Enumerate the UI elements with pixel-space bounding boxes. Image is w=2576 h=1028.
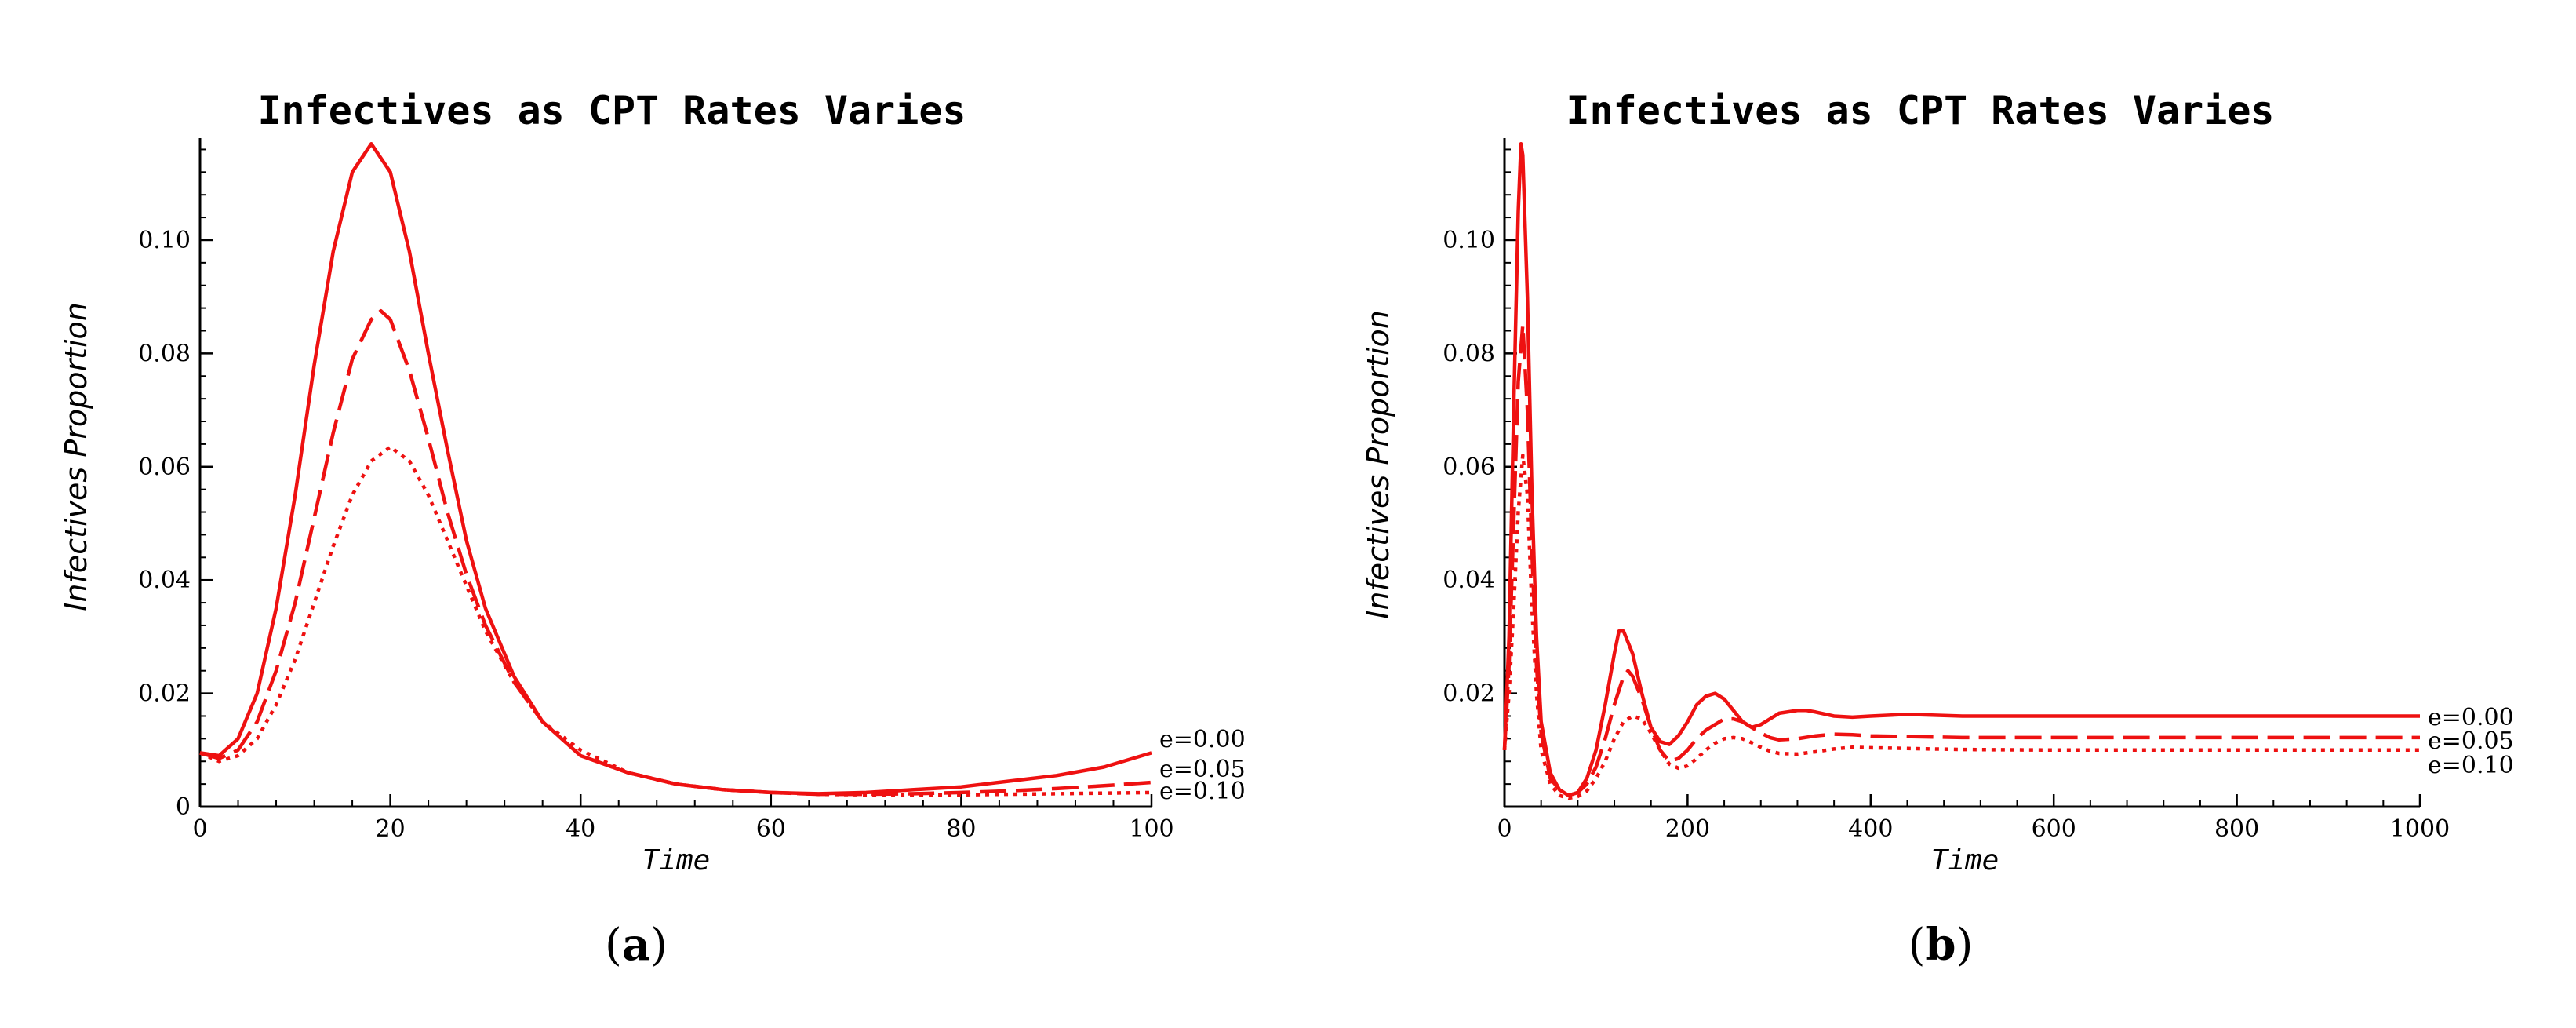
y-tick-label: 0.04	[138, 567, 191, 594]
legend-label: e=0.10	[1159, 778, 1246, 805]
chart-panel-b: Infectives as CPT Rates Varies Infective…	[1361, 88, 2514, 971]
x-tick-label: 1000	[2390, 815, 2450, 843]
series-line-e=0.05	[199, 308, 1152, 797]
x-tick-label: 40	[566, 815, 595, 843]
x-tick-label: 100	[1129, 815, 1173, 843]
panel-caption: (b)	[1908, 919, 1974, 971]
y-tick-label: 0.10	[1443, 227, 1495, 254]
legend-label: e=0.05	[1159, 756, 1246, 783]
x-tick-label: 0	[192, 815, 207, 843]
y-tick-label: 0.04	[1443, 567, 1495, 594]
series-line-e=0.00	[1502, 141, 2420, 797]
x-tick-label: 0	[1497, 815, 1512, 843]
series-group	[1502, 141, 2420, 800]
y-tick-label: 0.08	[1443, 340, 1495, 367]
y-axis-label: Infectives Proportion	[1361, 310, 1395, 619]
x-tick-label: 60	[756, 815, 786, 843]
y-axis-label: Infectives Proportion	[59, 302, 93, 611]
series-group	[199, 141, 1152, 797]
x-axis-label: Time	[642, 844, 711, 877]
legend-label: e=0.05	[2428, 727, 2514, 755]
x-tick-label: 400	[1848, 815, 1893, 843]
legend-label: e=0.00	[1159, 726, 1246, 753]
y-tick-label: 0.02	[1443, 680, 1495, 708]
series-line-e=0.10	[199, 445, 1152, 797]
x-tick-label: 800	[2214, 815, 2259, 843]
x-tick-label: 20	[376, 815, 406, 843]
x-axis-label: Time	[1931, 844, 1999, 877]
legend: e=0.00 e=0.05e=0.10	[1159, 726, 1246, 805]
series-line-e=0.00	[199, 141, 1152, 796]
legend: e=0.00e=0.05e=0.10	[2428, 704, 2514, 779]
chart-title: Infectives as CPT Rates Varies	[1566, 88, 2274, 133]
legend-label: e=0.00	[2428, 704, 2514, 731]
y-tick-label: 0	[176, 793, 191, 821]
y-tick-label: 0.06	[1443, 454, 1495, 481]
caption-letter: a	[622, 919, 650, 971]
y-tick-label: 0.08	[138, 340, 191, 367]
x-tick-label: 600	[2032, 815, 2076, 843]
series-line-e=0.05	[1502, 323, 2420, 797]
chart-panel-a: Infectives as CPT Rates Varies Infective…	[59, 88, 1246, 971]
legend-label: e=0.10	[2428, 752, 2514, 779]
y-tick-label: 0.06	[138, 454, 191, 481]
y-tick-label: 0.02	[138, 680, 191, 708]
y-tick-label: 0.10	[138, 227, 191, 254]
chart-title: Infectives as CPT Rates Varies	[257, 88, 966, 133]
x-tick-label: 200	[1665, 815, 1710, 843]
panel-caption: (a)	[605, 919, 668, 971]
axis-ticks: 0 200 400 600 800 1000 0.02 0.04 0.06 0.08 0.10	[1443, 138, 2450, 843]
series-line-e=0.10	[1502, 454, 2420, 800]
x-tick-label: 80	[946, 815, 976, 843]
axis-ticks: 0 20 40 60 80 100 0 0.02 0.04 0.06 0.08 0.10	[138, 138, 1174, 843]
caption-letter: b	[1925, 919, 1956, 971]
